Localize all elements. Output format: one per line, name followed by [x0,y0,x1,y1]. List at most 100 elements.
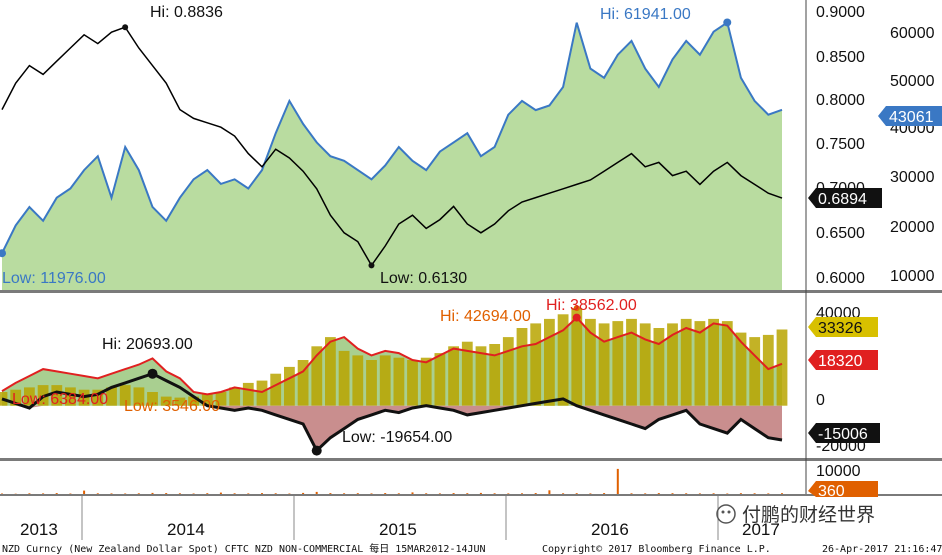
price-low-point [368,262,375,269]
gold-bar [530,323,542,406]
gold-hi-point [573,305,580,312]
bottom-panel [1,468,783,494]
top-axis-tick: 0.7500 [816,136,865,153]
volume-bar [521,493,523,494]
badge-mid-2: 18320 [808,350,878,370]
volume-bar [671,493,674,494]
gold-bar [65,387,76,406]
badge-mid-3-value: -15006 [818,426,868,443]
panel-separator-2 [0,458,942,461]
red-series-line [1,316,783,396]
top-axis-tick-right: 60000 [890,25,935,42]
volume-bar [479,492,482,494]
volume-bar [384,493,387,494]
x-axis-band [0,494,942,496]
gold-bar [147,392,158,406]
footer: NZD Curncy (New Zealand Dollar Spot) CFT… [2,542,942,555]
x-label: 2014 [167,520,205,539]
volume-bar [644,493,647,494]
volume-bar [178,493,181,494]
volume-bar [630,493,633,494]
volume-bar [233,493,236,494]
gold-bar [461,341,473,406]
volume-bar [261,493,263,494]
positions-line [1,20,783,254]
gold-bar [325,337,336,406]
mid-hi-c-label: Hi: 38562.00 [546,297,637,314]
badge-mid-1: 33326 [808,317,878,337]
volume-bar [562,493,565,494]
volume-bar [726,493,729,494]
net-series-line [1,372,783,454]
mid-hi-b-label: Hi: 42694.00 [440,308,531,325]
gold-bar [229,387,241,406]
volume-bar [493,493,496,494]
mid-low-b-label: Low: 3546.00 [124,398,220,415]
gold-bar [24,387,35,406]
volume-bar [685,493,688,494]
top-left-axis-ticks: 0.9000 0.8500 0.8000 0.7500 0.7000 0.650… [816,4,865,287]
gold-bar [174,397,186,406]
net-hi-point [147,368,158,379]
gold-bar [256,380,268,406]
middle-panel [0,305,788,456]
gold-bar [557,314,569,406]
top-axis-tick-right: 50000 [890,73,935,90]
badge-mid-1-value: 33326 [818,320,863,337]
badge-bottom-last: 360 [808,481,878,500]
volume-bar [137,493,140,494]
price-line [1,26,783,267]
watermark-text: 付鹏的财经世界 [742,504,875,526]
footer-left: NZD Curncy (New Zealand Dollar Spot) CFT… [2,542,486,555]
gold-bar [92,389,104,406]
volume-bar [781,493,783,494]
gold-bar [735,332,747,406]
gold-bar [160,396,172,406]
gold-bar [448,346,459,406]
volume-bar [206,493,209,494]
volume-bar [124,493,127,494]
gold-bar [352,355,364,406]
volume-bar [507,493,510,494]
mid-hi-a-label: Hi: 20693.00 [102,336,193,353]
volume-bar [466,493,469,494]
volume-bar [452,493,455,494]
volume-bar [274,493,277,494]
x-label: 2017 [742,520,780,539]
gold-bar [420,357,432,406]
volume-bar [397,493,400,494]
volume-bar [411,492,414,494]
volume-bar [69,493,72,494]
top-axis-tick: 0.9000 [816,4,865,21]
price-low-label: Low: 0.6130 [380,270,467,287]
volume-bar [192,493,195,494]
x-axis: 2013 2014 2015 2016 2017 [20,496,780,540]
wechat-icon-dot [721,510,725,514]
panel-separator-1 [0,290,942,293]
volume-bar [753,493,756,494]
price-hi-point [122,24,129,31]
x-label: 2015 [379,520,417,539]
volume-bar [329,493,332,494]
volume-bar [165,493,168,494]
volume-bar [219,492,222,494]
volume-bar [425,493,428,494]
gold-bar [475,346,487,406]
volume-bar [603,493,606,494]
gold-bar [311,346,323,406]
volume-bar [96,493,99,494]
gold-bar [393,357,405,406]
gold-bar [694,321,706,406]
gold-bar [516,328,528,406]
top-right-axis-ticks: 60000 50000 40000 30000 20000 10000 [890,25,935,285]
gold-bar [502,337,514,406]
red-series-area [2,317,782,406]
volume-bar [616,468,619,494]
bottom-axis-tick: 10000 [816,463,861,480]
volume-bar [151,492,154,494]
volume-bar [739,493,742,494]
gold-bar [585,318,596,406]
gold-bar [188,396,199,406]
gold-bar [284,366,295,406]
